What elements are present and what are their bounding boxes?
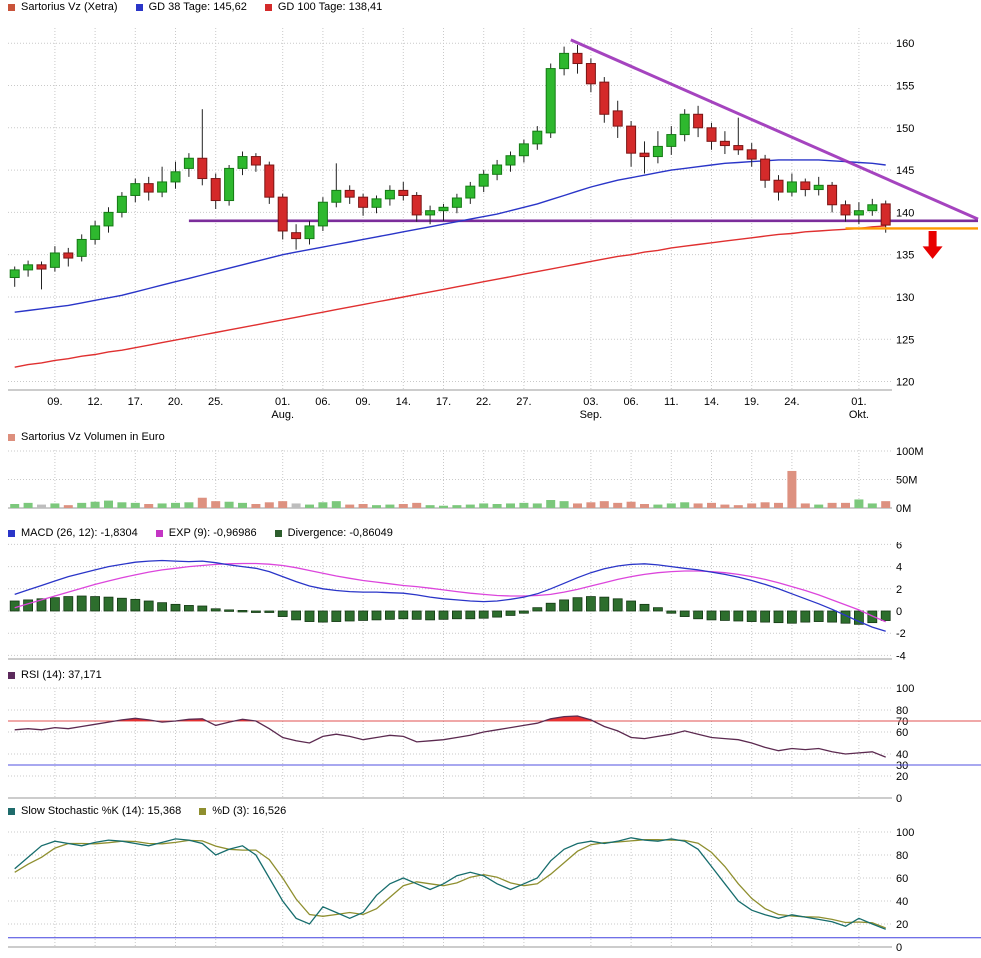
legend-item-rsi: RSI (14): 37,171: [8, 669, 102, 681]
legend-item-gd100: GD 100 Tage: 138,41: [264, 1, 383, 13]
svg-text:20: 20: [896, 771, 908, 783]
svg-text:80: 80: [896, 705, 908, 717]
svg-text:155: 155: [896, 81, 914, 93]
svg-text:Okt.: Okt.: [849, 409, 869, 421]
gd100-series-swatch-icon: [264, 3, 272, 11]
svg-text:24.: 24.: [784, 396, 799, 408]
svg-text:01.: 01.: [275, 396, 290, 408]
svg-text:Sep.: Sep.: [580, 409, 603, 421]
svg-text:2: 2: [896, 584, 902, 596]
svg-text:20: 20: [896, 919, 908, 931]
macd-panel-legend: MACD (26, 12): -1,8304 EXP (9): -0,96986…: [8, 527, 393, 539]
volume-series-label: Sartorius Vz Volumen in Euro: [21, 431, 165, 443]
svg-text:06.: 06.: [623, 396, 638, 408]
svg-text:40: 40: [896, 896, 908, 908]
svg-text:145: 145: [896, 165, 914, 177]
svg-text:4: 4: [896, 562, 902, 574]
volume-bar-chart: 100M 50M 0M: [8, 446, 924, 515]
svg-text:19.: 19.: [744, 396, 759, 408]
price-panel-legend: Sartorius Vz (Xetra) GD 38 Tage: 145,62 …: [8, 1, 382, 13]
legend-item-macd: MACD (26, 12): -1,8304: [8, 527, 138, 539]
stoch-d-series-label: %D (3): 16,526: [212, 805, 287, 817]
svg-text:09.: 09.: [47, 396, 62, 408]
svg-text:0: 0: [896, 942, 902, 954]
macd-chart: 6 4 2 0 -2 -4: [8, 542, 906, 662]
gd38-series-label: GD 38 Tage: 145,62: [148, 1, 247, 13]
svg-text:-4: -4: [896, 650, 906, 662]
svg-text:0M: 0M: [896, 503, 911, 515]
svg-text:25.: 25.: [208, 396, 223, 408]
svg-text:09.: 09.: [355, 396, 370, 408]
stochastic-panel-legend: Slow Stochastic %K (14): 15,368 %D (3): …: [8, 805, 286, 817]
legend-item-volume: Sartorius Vz Volumen in Euro: [8, 431, 165, 443]
svg-text:14.: 14.: [396, 396, 411, 408]
gd38-series-swatch-icon: [135, 3, 143, 11]
stoch-k-series-label: Slow Stochastic %K (14): 15,368: [21, 805, 182, 817]
volume-panel-legend: Sartorius Vz Volumen in Euro: [8, 431, 165, 443]
svg-text:40: 40: [896, 749, 908, 761]
legend-item-stoch-d: %D (3): 16,526: [199, 805, 286, 817]
price-series-swatch-icon: [8, 3, 15, 11]
down-arrow-annotation: [922, 230, 943, 259]
stoch-d-series-swatch-icon: [199, 807, 207, 815]
macd-series-swatch-icon: [8, 529, 15, 537]
price-series-label: Sartorius Vz (Xetra): [21, 1, 118, 13]
svg-text:70: 70: [896, 716, 908, 728]
svg-text:03.: 03.: [583, 396, 598, 408]
svg-text:-2: -2: [896, 628, 906, 640]
svg-text:12.: 12.: [87, 396, 102, 408]
svg-text:17.: 17.: [436, 396, 451, 408]
svg-text:22.: 22.: [476, 396, 491, 408]
legend-item-gd38: GD 38 Tage: 145,62: [135, 1, 247, 13]
rsi-panel-legend: RSI (14): 37,171: [8, 669, 102, 681]
stoch-k-series-swatch-icon: [8, 807, 15, 815]
svg-text:0: 0: [896, 793, 902, 804]
svg-text:150: 150: [896, 123, 914, 135]
svg-text:6: 6: [896, 542, 902, 551]
svg-text:50M: 50M: [896, 475, 917, 487]
svg-text:11.: 11.: [664, 396, 678, 408]
volume-series-swatch-icon: [8, 433, 15, 441]
gd100-series-label: GD 100 Tage: 138,41: [277, 1, 383, 13]
legend-item-stoch-k: Slow Stochastic %K (14): 15,368: [8, 805, 181, 817]
stochastic-chart: 100 80 60 40 20 0: [8, 827, 981, 954]
svg-text:01.: 01.: [851, 396, 866, 408]
macd-series-label: MACD (26, 12): -1,8304: [21, 527, 138, 539]
svg-text:27.: 27.: [516, 396, 531, 408]
svg-text:80: 80: [896, 850, 908, 862]
svg-text:130: 130: [896, 292, 914, 304]
svg-text:100: 100: [896, 684, 914, 695]
svg-text:60: 60: [896, 873, 908, 885]
divergence-series-swatch-icon: [274, 529, 282, 537]
svg-text:140: 140: [896, 207, 914, 219]
svg-text:100M: 100M: [896, 446, 924, 458]
svg-text:160: 160: [896, 38, 914, 50]
svg-text:Aug.: Aug.: [271, 409, 294, 421]
svg-text:135: 135: [896, 250, 914, 262]
exp-series-swatch-icon: [155, 529, 163, 537]
exp-series-label: EXP (9): -0,96986: [168, 527, 257, 539]
svg-text:60: 60: [896, 727, 908, 739]
svg-text:17.: 17.: [128, 396, 143, 408]
svg-text:20.: 20.: [168, 396, 183, 408]
svg-text:100: 100: [896, 827, 914, 839]
rsi-series-swatch-icon: [8, 671, 15, 679]
svg-text:14.: 14.: [704, 396, 719, 408]
rsi-series-label: RSI (14): 37,171: [21, 669, 102, 681]
divergence-series-label: Divergence: -0,86049: [287, 527, 393, 539]
svg-text:30: 30: [896, 760, 908, 772]
legend-item-divergence: Divergence: -0,86049: [274, 527, 393, 539]
legend-item-price: Sartorius Vz (Xetra): [8, 1, 118, 13]
price-candlestick-chart: 160 155 150 145 140 135 130 125 120 09. 12. 17. 20. 2…: [8, 28, 979, 421]
legend-item-exp: EXP (9): -0,96986: [155, 527, 257, 539]
svg-text:125: 125: [896, 334, 914, 346]
svg-text:120: 120: [896, 377, 914, 389]
svg-text:0: 0: [896, 606, 902, 618]
svg-text:06.: 06.: [315, 396, 330, 408]
